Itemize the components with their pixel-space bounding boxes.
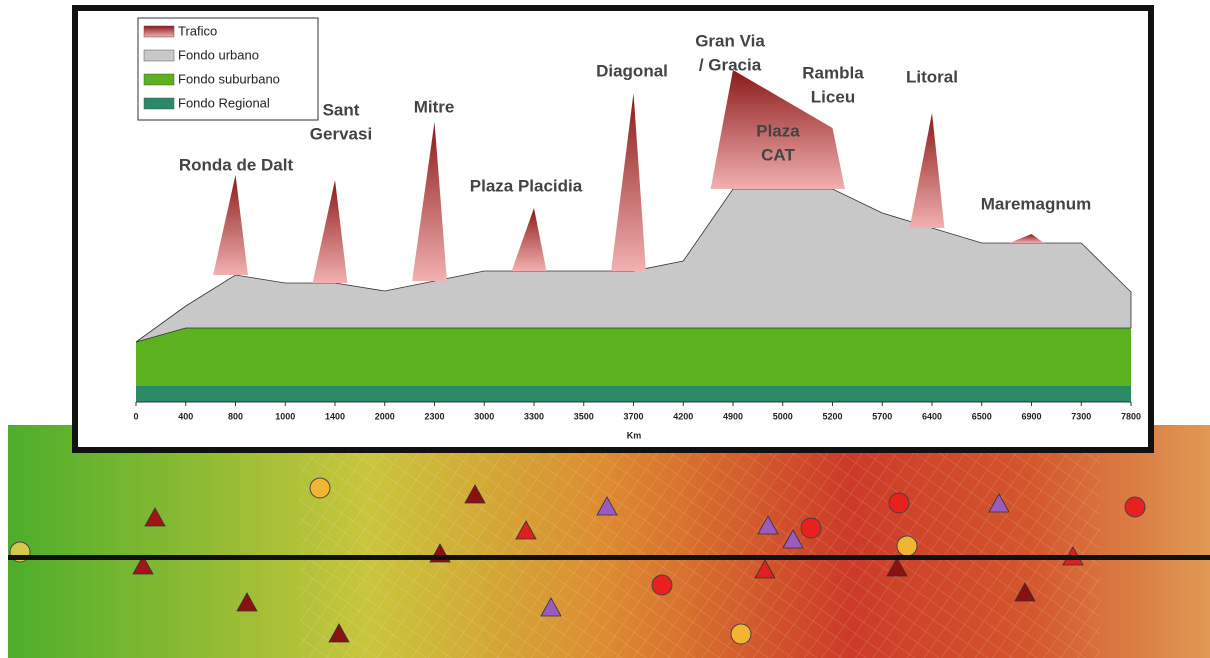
legend-swatch (143, 73, 175, 86)
station-triangle (144, 507, 166, 527)
map (8, 425, 1210, 658)
station-circle (800, 517, 822, 539)
station-triangle (886, 557, 908, 577)
station-triangle (596, 496, 618, 516)
traffic-peak (412, 122, 447, 281)
station-circle (651, 574, 673, 596)
x-tick-label: 5000 (773, 411, 793, 421)
area (136, 328, 1131, 386)
x-tick-label: 400 (178, 411, 193, 421)
station-triangle (515, 520, 537, 540)
x-tick-label: 4900 (723, 411, 743, 421)
station-triangle (464, 484, 486, 504)
legend-swatch (143, 25, 175, 38)
annotation: Sant (323, 100, 360, 119)
annotation: Liceu (811, 87, 855, 106)
station-circle (1124, 496, 1146, 518)
annotation: Plaza (756, 121, 800, 140)
traffic-peak (312, 180, 348, 283)
annotation: Ronda de Dalt (179, 155, 294, 174)
map-streets (300, 425, 1100, 658)
x-tick-label: 3500 (574, 411, 594, 421)
annotation: / Gracia (699, 55, 762, 74)
annotation: Mitre (414, 97, 455, 116)
x-tick-label: 1000 (275, 411, 295, 421)
station-triangle (782, 529, 804, 549)
station-triangle (236, 592, 258, 612)
legend-label: Fondo Regional (178, 95, 270, 110)
traffic-peak (213, 175, 248, 275)
x-tick-label: 6900 (1021, 411, 1041, 421)
x-tick-label: 5200 (822, 411, 842, 421)
annotation: Litoral (906, 67, 958, 86)
map-markers (9, 477, 1146, 645)
annotation: Maremagnum (981, 194, 1092, 213)
x-tick-label: 5700 (872, 411, 892, 421)
x-tick-label: 0 (133, 411, 138, 421)
legend-label: Fondo suburbano (178, 71, 280, 86)
x-tick-label: 800 (228, 411, 243, 421)
annotation: Gervasi (310, 124, 372, 143)
x-tick-label: 1400 (325, 411, 345, 421)
x-tick-label: 2000 (375, 411, 395, 421)
station-triangle (328, 623, 350, 643)
station-circle (730, 623, 752, 645)
annotation: Rambla (802, 63, 864, 82)
profile-line (8, 555, 1210, 560)
x-tick-label: 3000 (474, 411, 494, 421)
traffic-peak (511, 208, 547, 271)
x-tick-label: 7300 (1071, 411, 1091, 421)
annotation: Gran Via (695, 31, 765, 50)
traffic-peak (611, 93, 646, 271)
traffic-peak (1009, 234, 1044, 243)
x-tick-label: 7800 (1121, 411, 1141, 421)
traffic-peak (710, 70, 845, 189)
area (135, 188, 1132, 343)
legend-swatch (143, 97, 175, 110)
station-circle (896, 535, 918, 557)
traffic-peak (909, 113, 945, 228)
station-circle (888, 492, 910, 514)
x-tick-label: 6500 (972, 411, 992, 421)
station-triangle (132, 555, 154, 575)
station-triangle (1014, 582, 1036, 602)
annotation: Diagonal (596, 61, 668, 80)
area (136, 386, 1131, 402)
annotation: CAT (761, 145, 795, 164)
station-circle (309, 477, 331, 499)
x-tick-label: 4200 (673, 411, 693, 421)
station-triangle (540, 597, 562, 617)
x-tick-label: 3700 (623, 411, 643, 421)
legend-label: Fondo urbano (178, 47, 259, 62)
legend-label: Trafico (178, 23, 217, 38)
station-triangle (988, 493, 1010, 513)
annotation: Plaza Placidia (470, 176, 583, 195)
plot-area (135, 70, 1132, 402)
legend-swatch (143, 49, 175, 62)
station-triangle (754, 559, 776, 579)
x-tick-label: 6400 (922, 411, 942, 421)
station-triangle (757, 515, 779, 535)
x-tick-label: 2300 (424, 411, 444, 421)
x-tick-label: 3300 (524, 411, 544, 421)
x-axis-label: Km (627, 430, 642, 440)
